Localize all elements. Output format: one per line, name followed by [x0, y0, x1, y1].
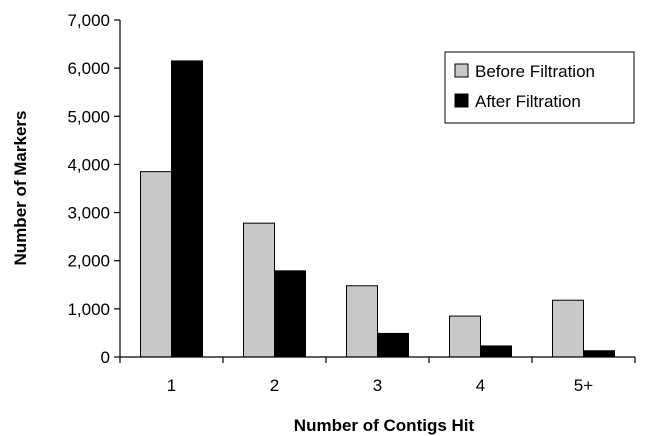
bar-after-filtration: [377, 332, 409, 358]
y-axis-title: Number of Markers: [11, 111, 30, 266]
legend-swatch-before-filtration: [454, 63, 469, 78]
x-tick-label: 3: [373, 376, 382, 395]
bar-after-filtration: [480, 345, 512, 358]
y-tick-label: 5,000: [67, 107, 110, 126]
x-tick-label: 1: [167, 376, 176, 395]
x-axis-title: Number of Contigs Hit: [294, 416, 475, 435]
bar-after-filtration: [274, 270, 306, 358]
y-tick-label: 6,000: [67, 59, 110, 78]
legend: Before Filtration After Filtration: [444, 51, 635, 124]
bar-before-filtration: [140, 171, 172, 358]
y-tick-label: 2,000: [67, 252, 110, 271]
x-axis: 1 2 3 4 5+: [119, 356, 636, 395]
legend-label-before-filtration: Before Filtration: [475, 62, 595, 81]
bar-after-filtration: [171, 60, 203, 358]
y-axis: 0 1,000 2,000 3,000 4,000 5,000 6,000 7,000: [67, 11, 121, 367]
x-tick-label: 2: [270, 376, 279, 395]
plot-area: [140, 60, 615, 358]
y-tick-label: 3,000: [67, 204, 110, 223]
y-tick-label: 0: [101, 348, 110, 367]
y-tick-label: 1,000: [67, 300, 110, 319]
bar-before-filtration: [449, 315, 481, 358]
bar-before-filtration: [552, 299, 584, 358]
bar-before-filtration: [243, 222, 275, 358]
x-tick-label: 5+: [574, 376, 593, 395]
bar-after-filtration: [583, 350, 615, 358]
x-tick-label: 4: [476, 376, 485, 395]
y-tick-label: 4,000: [67, 155, 110, 174]
legend-swatch-after-filtration: [454, 93, 469, 108]
y-tick-label: 7,000: [67, 11, 110, 30]
legend-label-after-filtration: After Filtration: [475, 92, 581, 111]
bar-before-filtration: [346, 285, 378, 358]
legend-box: [444, 51, 635, 124]
